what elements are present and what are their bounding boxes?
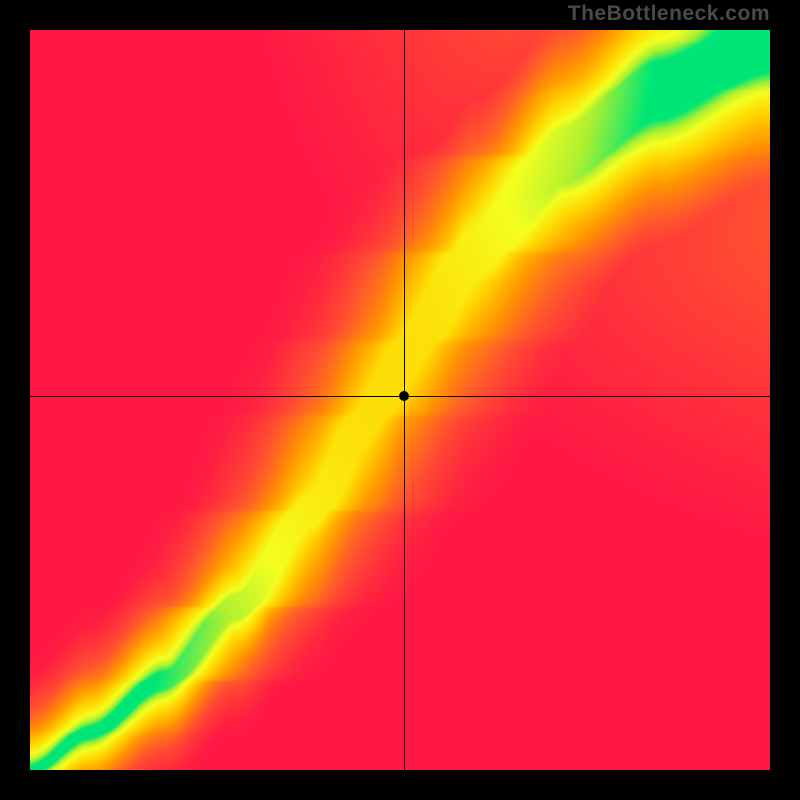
watermark-text: TheBottleneck.com (568, 2, 770, 26)
plot-area (30, 30, 770, 770)
chart-frame: TheBottleneck.com (0, 0, 800, 800)
crosshair-marker (399, 391, 409, 401)
